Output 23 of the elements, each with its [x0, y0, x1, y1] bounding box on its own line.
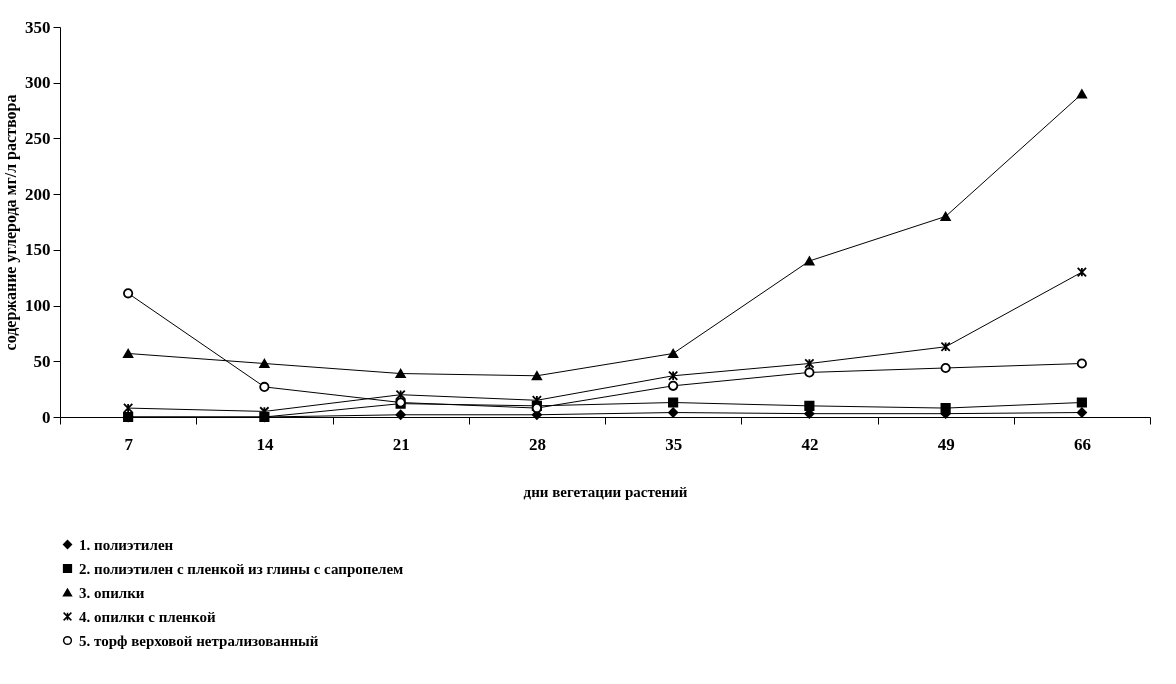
x-tick-label: 7: [124, 434, 134, 454]
legend-label: 3. опилки: [79, 584, 145, 601]
y-tick-label: 50: [33, 351, 51, 371]
x-tick-label: 42: [801, 434, 819, 454]
x-tick-label: 14: [256, 434, 274, 454]
legend-label: 1. полиэтилен: [79, 536, 174, 553]
legend-label: 2. полиэтилен с пленкой из глины с сапропелем: [79, 560, 404, 577]
y-tick-label: 150: [25, 240, 51, 260]
y-tick-label: 250: [25, 128, 51, 148]
legend-label: 4. опилки с пленкой: [79, 608, 216, 625]
x-tick-label: 35: [665, 434, 683, 454]
x-tick-label: 21: [392, 434, 410, 454]
y-tick-label: 0: [42, 407, 51, 427]
x-tick-label: 66: [1073, 434, 1091, 454]
x-axis-title: дни вегетации растений: [523, 483, 688, 500]
x-tick-label: 28: [528, 434, 546, 454]
y-tick-label: 100: [25, 296, 51, 316]
y-axis-title: содержание углерода мг/л раствора: [2, 94, 20, 351]
y-tick-label: 350: [25, 17, 51, 37]
y-tick-label: 300: [25, 73, 51, 93]
y-tick-label: 200: [25, 184, 51, 204]
legend-label: 5. торф верховой нетрализованный: [79, 632, 319, 649]
x-tick-label: 49: [937, 434, 955, 454]
